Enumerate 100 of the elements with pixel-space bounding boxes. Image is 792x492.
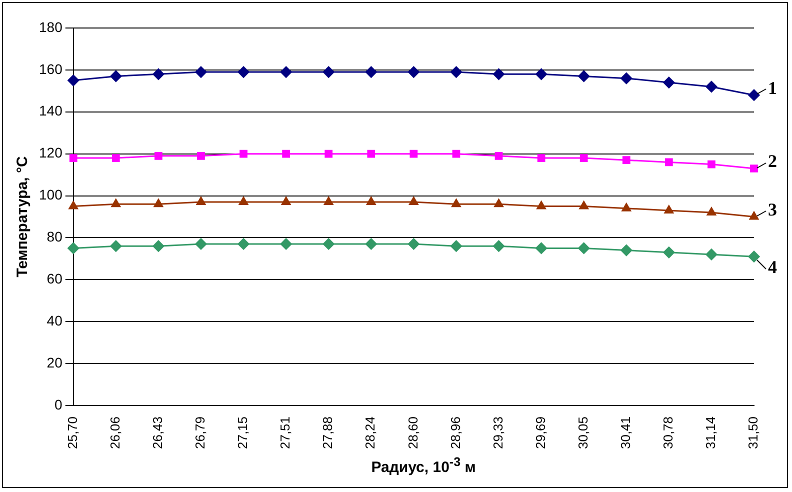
- point: [280, 66, 292, 78]
- point: [68, 242, 80, 254]
- x-tick-label: 30,78: [660, 416, 676, 450]
- point: [664, 158, 673, 166]
- point: [663, 76, 675, 88]
- point: [493, 240, 505, 252]
- point: [365, 238, 377, 250]
- y-tick-label: 100: [39, 186, 63, 203]
- point: [493, 68, 505, 80]
- y-tick-label: 160: [39, 60, 63, 77]
- point: [366, 196, 376, 206]
- x-tick-label: 27,51: [278, 416, 293, 450]
- point: [68, 201, 78, 210]
- x-tick-label: 30,05: [575, 416, 590, 450]
- point: [112, 154, 120, 162]
- x-tick-label: 31,14: [703, 416, 718, 450]
- x-tick-label: 26,79: [192, 416, 208, 450]
- point: [324, 196, 334, 206]
- point: [536, 242, 548, 254]
- point: [620, 72, 632, 84]
- point: [622, 203, 632, 212]
- point: [152, 240, 164, 252]
- point: [152, 68, 164, 80]
- y-tick-label: 20: [46, 354, 63, 370]
- point: [620, 244, 632, 256]
- series-label: 3: [768, 199, 777, 220]
- y-tick-label: 80: [46, 228, 63, 245]
- point: [240, 150, 248, 158]
- point: [580, 154, 588, 162]
- point: [664, 205, 674, 214]
- series-label: 2: [768, 151, 777, 172]
- y-tick-label: 60: [46, 270, 63, 287]
- point: [195, 238, 207, 250]
- y-tick-label: 180: [39, 18, 63, 35]
- point: [238, 196, 248, 206]
- x-tick-label: 27,15: [235, 416, 250, 450]
- point: [408, 238, 420, 250]
- point: [110, 70, 122, 82]
- point: [494, 198, 504, 208]
- point: [706, 207, 716, 216]
- point: [748, 89, 760, 101]
- point: [537, 154, 546, 162]
- point: [282, 150, 290, 158]
- y-tick-label: 120: [39, 144, 63, 161]
- point: [706, 80, 718, 92]
- point: [536, 201, 546, 210]
- point: [322, 66, 334, 78]
- x-tick-label: 27,88: [320, 416, 336, 450]
- point: [708, 160, 716, 168]
- point: [450, 66, 462, 78]
- x-tick-label: 28,24: [362, 416, 378, 450]
- point: [578, 242, 590, 254]
- point: [450, 240, 462, 252]
- point: [197, 152, 205, 160]
- point: [749, 211, 759, 220]
- point: [536, 68, 548, 80]
- point: [750, 164, 758, 172]
- x-tick-label: 25,70: [64, 416, 80, 450]
- x-tick-label: 29,69: [532, 416, 548, 450]
- point: [367, 150, 376, 158]
- point: [111, 198, 121, 208]
- point: [110, 240, 122, 252]
- x-tick-label: 28,96: [448, 416, 463, 450]
- point: [280, 238, 292, 250]
- point: [324, 150, 333, 158]
- x-tick-label: 26,06: [107, 416, 122, 450]
- y-tick-label: 140: [39, 102, 63, 119]
- point: [748, 250, 760, 262]
- y-tick-label: 0: [54, 396, 63, 412]
- point: [579, 201, 588, 210]
- x-tick-label: 26,43: [150, 416, 166, 450]
- point: [408, 66, 420, 78]
- x-tick-label: 28,60: [405, 416, 420, 450]
- point: [281, 196, 291, 206]
- point: [154, 152, 162, 160]
- point: [706, 248, 718, 260]
- series-label: 1: [768, 78, 777, 98]
- point: [409, 196, 418, 206]
- point: [622, 156, 630, 164]
- point: [68, 74, 80, 86]
- point: [69, 154, 78, 162]
- point: [154, 198, 164, 208]
- x-tick-label: 30,41: [618, 416, 633, 450]
- point: [238, 238, 250, 250]
- point: [452, 198, 461, 208]
- point: [663, 246, 675, 258]
- point: [410, 150, 418, 158]
- point: [195, 66, 207, 78]
- y-tick-label: 40: [46, 312, 63, 328]
- x-axis-title: Радиус, 10$^{-3}$ м: [370, 455, 477, 476]
- point: [322, 238, 334, 250]
- x-tick-label: 31,50: [746, 416, 761, 450]
- x-tick-label: 29,33: [490, 416, 506, 450]
- point: [452, 150, 460, 158]
- point: [578, 70, 590, 82]
- series-label: 4: [768, 257, 777, 278]
- y-axis-title: Температура, °С: [14, 156, 32, 278]
- point: [494, 152, 503, 160]
- point: [196, 196, 206, 206]
- point: [238, 66, 250, 78]
